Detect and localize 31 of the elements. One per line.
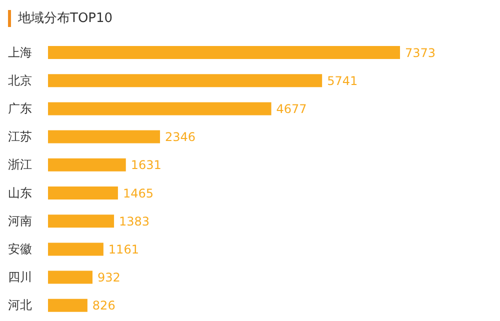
data-label: 932 <box>97 270 120 285</box>
y-tick-label: 上海 <box>8 45 32 60</box>
bar <box>48 130 160 144</box>
data-label: 7373 <box>405 46 436 60</box>
bar <box>48 74 322 88</box>
bar <box>48 102 272 116</box>
bar <box>48 242 104 256</box>
y-tick-label: 浙江 <box>8 158 32 172</box>
data-label: 5741 <box>327 74 358 88</box>
y-tick-label: 安徽 <box>8 242 32 256</box>
data-label: 1383 <box>119 214 150 228</box>
bar <box>48 46 400 59</box>
data-label: 1465 <box>122 186 154 200</box>
data-label: 826 <box>92 298 116 313</box>
y-tick-label: 山东 <box>8 186 32 200</box>
chart-title: 地域分布TOP10 <box>18 10 113 27</box>
data-label: 1631 <box>130 158 162 172</box>
bar <box>48 158 126 172</box>
bar <box>48 186 118 200</box>
data-label: 1161 <box>108 242 139 256</box>
y-tick-label: 河南 <box>8 214 32 228</box>
data-label: 4677 <box>276 102 307 116</box>
data-label: 2346 <box>165 130 196 144</box>
y-tick-label: 北京 <box>8 73 32 88</box>
y-tick-label: 四川 <box>8 270 32 284</box>
bar <box>48 298 88 312</box>
y-tick-label: 河北 <box>8 298 32 312</box>
bar <box>48 214 114 228</box>
y-tick-label: 江苏 <box>8 130 32 144</box>
bar <box>48 270 92 284</box>
y-tick-label: 广东 <box>8 102 32 116</box>
